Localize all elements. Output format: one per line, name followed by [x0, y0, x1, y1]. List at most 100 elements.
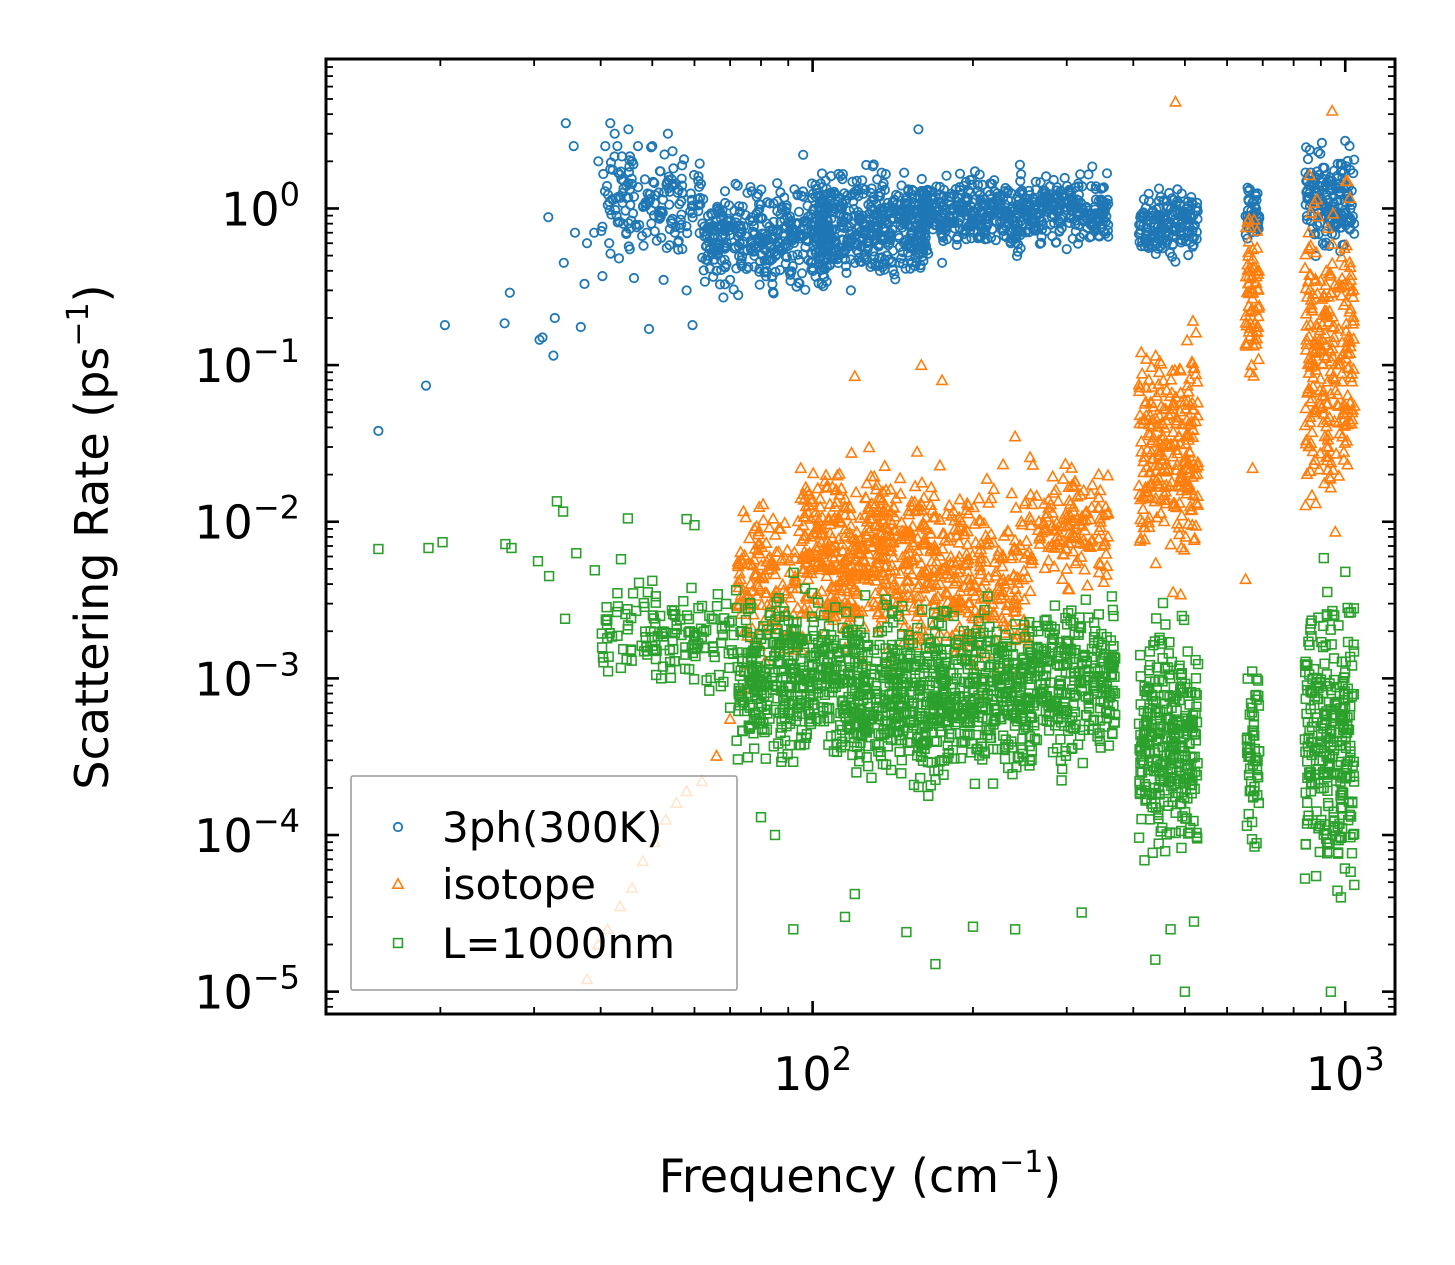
- data-point: [760, 245, 771, 256]
- data-point: [806, 466, 820, 479]
- data-point: [704, 263, 715, 274]
- data-point: [749, 250, 760, 261]
- data-point: [733, 201, 745, 212]
- data-point: [728, 284, 739, 295]
- data-point: [615, 553, 627, 565]
- data-point: [1136, 502, 1150, 515]
- data-point: [709, 229, 720, 240]
- data-point: [628, 272, 640, 284]
- data-point: [807, 188, 819, 199]
- data-point: [923, 790, 934, 802]
- data-point: [558, 257, 569, 268]
- data-point: [1087, 161, 1098, 172]
- data-point: [807, 265, 819, 277]
- data-point: [946, 728, 957, 740]
- data-point: [729, 243, 740, 254]
- data-point: [719, 254, 730, 265]
- data-point: [676, 173, 687, 184]
- data-point: [996, 457, 1010, 470]
- data-point: [665, 672, 677, 684]
- data-point: [806, 264, 817, 275]
- data-point: [648, 176, 659, 187]
- data-point: [664, 199, 675, 210]
- data-point: [1085, 477, 1099, 490]
- data-point: [972, 491, 986, 504]
- data-point: [1305, 425, 1319, 438]
- data-point: [1177, 542, 1191, 555]
- data-point: [910, 445, 924, 457]
- data-point: [1298, 498, 1313, 511]
- data-point: [800, 284, 811, 295]
- data-point: [719, 186, 731, 197]
- data-point: [784, 266, 795, 277]
- data-point: [602, 199, 613, 211]
- data-point: [780, 251, 791, 262]
- data-point: [821, 261, 833, 272]
- data-point: [987, 482, 1001, 495]
- data-point: [781, 202, 792, 214]
- data-point: [709, 749, 724, 761]
- data-point: [623, 192, 634, 203]
- data-point: [600, 141, 611, 152]
- data-point: [598, 168, 609, 180]
- data-point: [694, 158, 705, 169]
- data-point: [681, 285, 692, 296]
- data-point: [896, 754, 908, 766]
- data-point: [1041, 171, 1052, 182]
- data-point: [651, 235, 662, 246]
- data-point: [890, 274, 901, 285]
- data-point: [848, 204, 859, 215]
- data-point: [953, 492, 967, 505]
- data-point: [871, 221, 882, 232]
- data-point: [609, 128, 620, 139]
- data-point: [1132, 478, 1146, 491]
- data-point: [693, 171, 704, 182]
- data-point: [817, 182, 828, 193]
- data-point: [1023, 584, 1037, 597]
- data-point: [1138, 194, 1150, 205]
- data-point: [707, 220, 719, 231]
- data-point: [613, 253, 625, 264]
- data-point: [720, 598, 732, 610]
- data-point: [732, 754, 744, 765]
- data-point: [909, 192, 920, 203]
- data-point: [793, 206, 805, 217]
- data-point: [1075, 169, 1086, 180]
- data-point: [686, 582, 697, 594]
- data-point: [548, 350, 559, 361]
- data-point: [1183, 250, 1194, 261]
- data-point: [659, 187, 670, 198]
- data-point: [1328, 524, 1342, 537]
- data-point: [842, 241, 854, 252]
- data-point: [610, 204, 621, 216]
- data-point: [737, 201, 748, 212]
- data-point: [685, 188, 696, 199]
- data-point: [865, 219, 876, 230]
- data-point: [661, 242, 672, 254]
- data-point: [653, 187, 664, 198]
- data-point: [581, 238, 593, 249]
- data-point: [796, 268, 808, 279]
- data-point: [681, 221, 692, 232]
- data-point: [633, 182, 644, 193]
- data-point: [792, 249, 803, 260]
- data-point: [605, 118, 616, 129]
- data-point: [1139, 352, 1153, 364]
- data-point: [773, 237, 784, 248]
- data-point: [730, 217, 742, 228]
- data-point: [734, 206, 746, 218]
- data-point: [905, 263, 916, 274]
- data-point: [633, 577, 645, 589]
- data-point: [1142, 373, 1156, 385]
- data-point: [849, 485, 863, 498]
- data-point: [1302, 154, 1314, 165]
- data-point: [649, 198, 661, 209]
- data-point: [785, 275, 796, 286]
- data-point: [604, 238, 615, 249]
- data-point: [543, 212, 554, 223]
- data-point: [706, 248, 718, 259]
- data-point: [756, 513, 770, 526]
- data-point: [675, 214, 686, 225]
- data-point: [896, 768, 907, 779]
- data-point: [716, 264, 727, 276]
